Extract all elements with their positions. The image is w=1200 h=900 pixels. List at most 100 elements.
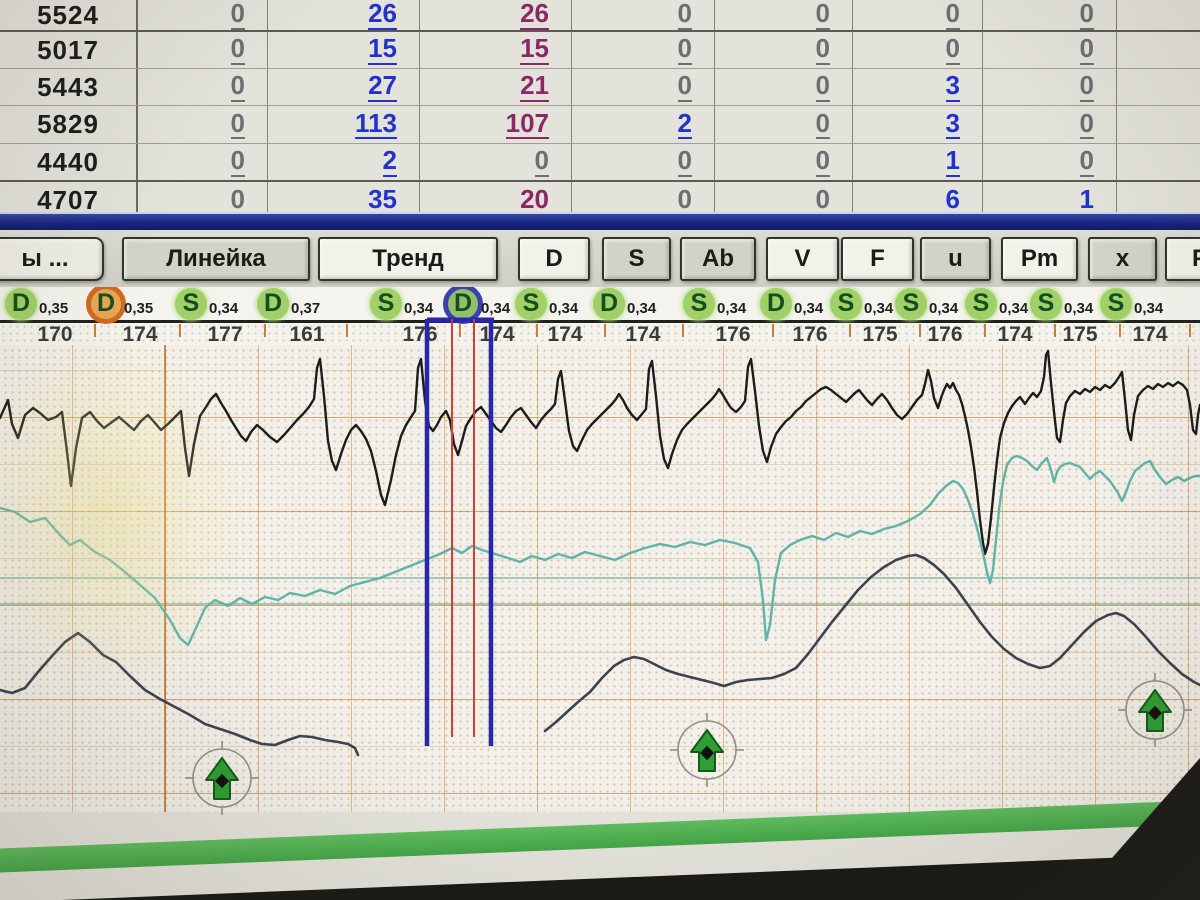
value-link[interactable]: 113 [355, 107, 397, 140]
value-link[interactable]: 0 [230, 33, 245, 65]
value-cell: 107 [420, 106, 572, 143]
value-link[interactable]: 0 [1079, 107, 1094, 140]
table-row: 5017 0 15 15 0 0 0 0 [0, 32, 1200, 69]
green-highlight-circle [370, 288, 402, 320]
event-marker[interactable]: S 0,34 [1086, 288, 1182, 320]
value-link[interactable]: 1 [1079, 183, 1094, 216]
value-link[interactable]: 0 [677, 70, 692, 102]
value-link[interactable]: 0 [815, 183, 830, 216]
value-link[interactable]: 2 [677, 107, 692, 140]
green-highlight-circle [515, 288, 547, 320]
value-link[interactable]: 27 [368, 70, 397, 102]
value-link[interactable]: 0 [815, 0, 830, 30]
event-marker[interactable]: S 0,34 [816, 288, 912, 320]
value-link[interactable]: 0 [677, 33, 692, 65]
v-button[interactable]: V [766, 237, 839, 281]
rate-value: 174 [625, 323, 661, 345]
event-marker[interactable]: S 0,34 [951, 288, 1047, 320]
value-link[interactable]: 26 [368, 0, 397, 30]
event-marker[interactable]: S 0,34 [669, 288, 765, 320]
value-link[interactable]: 0 [677, 145, 692, 177]
event-marker[interactable]: D 0,34 [579, 288, 675, 320]
rate-value: 161 [289, 323, 325, 345]
value-link[interactable]: 0 [815, 145, 830, 177]
value-link[interactable]: 21 [520, 70, 549, 102]
event-value-label: 0,37 [291, 300, 321, 317]
rate-value: 176 [927, 323, 963, 345]
value-link[interactable]: 26 [520, 0, 549, 30]
event-marker[interactable]: D 0,34 [746, 288, 842, 320]
value-cell: 1 [853, 144, 983, 180]
u-button[interactable]: u [920, 237, 991, 281]
event-marker[interactable]: S 0,34 [881, 288, 977, 320]
ruler-button[interactable]: Линейка [122, 237, 310, 281]
value-link[interactable]: 0 [815, 70, 830, 102]
event-marker[interactable]: D 0,37 [243, 288, 339, 320]
channels-button-partial[interactable]: ы ... [0, 237, 104, 281]
value-link[interactable]: 3 [945, 107, 960, 140]
value-link[interactable]: 0 [1079, 33, 1094, 65]
value-link[interactable]: 6 [945, 183, 960, 216]
value-link[interactable]: 107 [505, 107, 549, 140]
value-link[interactable]: 0 [230, 107, 245, 140]
event-value-label: 0,34 [929, 300, 959, 317]
value-link[interactable]: 0 [1079, 70, 1094, 102]
value-cell: 0 [420, 144, 572, 180]
p-button-partial[interactable]: P [1165, 237, 1200, 281]
stats-table: 5524 0 26 26 0 0 0 0 5017 0 15 15 0 0 0 0 5443 0 27 21 0 0 3 0 5… [0, 0, 1200, 220]
value-link[interactable]: 0 [945, 0, 960, 30]
value-link[interactable]: 0 [677, 0, 692, 30]
empty-cell [1117, 106, 1200, 143]
value-link[interactable]: 0 [677, 183, 692, 216]
rate-value: 175 [862, 323, 898, 345]
value-link[interactable]: 35 [368, 183, 397, 216]
row-id-cell: 4440 [0, 144, 138, 180]
value-cell: 15 [420, 32, 572, 68]
pm-button[interactable]: Pm [1001, 237, 1078, 281]
value-link[interactable]: 0 [230, 70, 245, 102]
green-highlight-circle [1030, 288, 1062, 320]
event-marker[interactable]: S 0,34 [1016, 288, 1112, 320]
event-marker[interactable]: D 0,35 [76, 287, 172, 324]
value-cell: 0 [572, 69, 715, 105]
green-highlight-circle [895, 288, 927, 320]
value-link[interactable]: 0 [230, 183, 245, 216]
value-link[interactable]: 0 [534, 145, 549, 177]
value-link[interactable]: 0 [1079, 0, 1094, 30]
value-link[interactable]: 15 [520, 33, 549, 65]
value-link[interactable]: 15 [368, 33, 397, 65]
value-link[interactable]: 0 [945, 33, 960, 65]
value-link[interactable]: 3 [945, 70, 960, 102]
scale-tick [346, 324, 348, 337]
value-link[interactable]: 0 [230, 0, 245, 30]
value-link[interactable]: 1 [945, 145, 960, 177]
s-button[interactable]: S [602, 237, 671, 281]
d-button[interactable]: D [518, 237, 590, 281]
row-id-cell: 5443 [0, 69, 138, 105]
event-value-label: 0,34 [864, 300, 894, 317]
trend-button[interactable]: Тренд [318, 237, 498, 281]
value-cell: 0 [572, 144, 715, 180]
value-link[interactable]: 0 [815, 33, 830, 65]
event-marker[interactable]: D 0,35 [0, 288, 87, 320]
value-link[interactable]: 0 [230, 145, 245, 177]
event-marker[interactable]: S 0,34 [356, 288, 452, 320]
value-link[interactable]: 2 [382, 145, 397, 177]
event-marker[interactable]: S 0,34 [501, 288, 597, 320]
value-link[interactable]: 0 [815, 107, 830, 140]
table-row: 5443 0 27 21 0 0 3 0 [0, 69, 1200, 106]
empty-cell [1117, 32, 1200, 68]
f-button[interactable]: F [841, 237, 914, 281]
row-id-cell: 5524 [0, 0, 138, 30]
value-link[interactable]: 20 [520, 183, 549, 216]
rate-value: 176 [792, 323, 828, 345]
ab-button[interactable]: Ab [680, 237, 756, 281]
scale-tick [264, 324, 266, 337]
value-cell: 0 [572, 32, 715, 68]
event-marker[interactable]: S 0,34 [161, 288, 257, 320]
value-cell: 27 [268, 69, 420, 105]
value-link[interactable]: 0 [1079, 145, 1094, 177]
x-button[interactable]: x [1088, 237, 1157, 281]
ctg-chart-area[interactable] [0, 345, 1200, 812]
